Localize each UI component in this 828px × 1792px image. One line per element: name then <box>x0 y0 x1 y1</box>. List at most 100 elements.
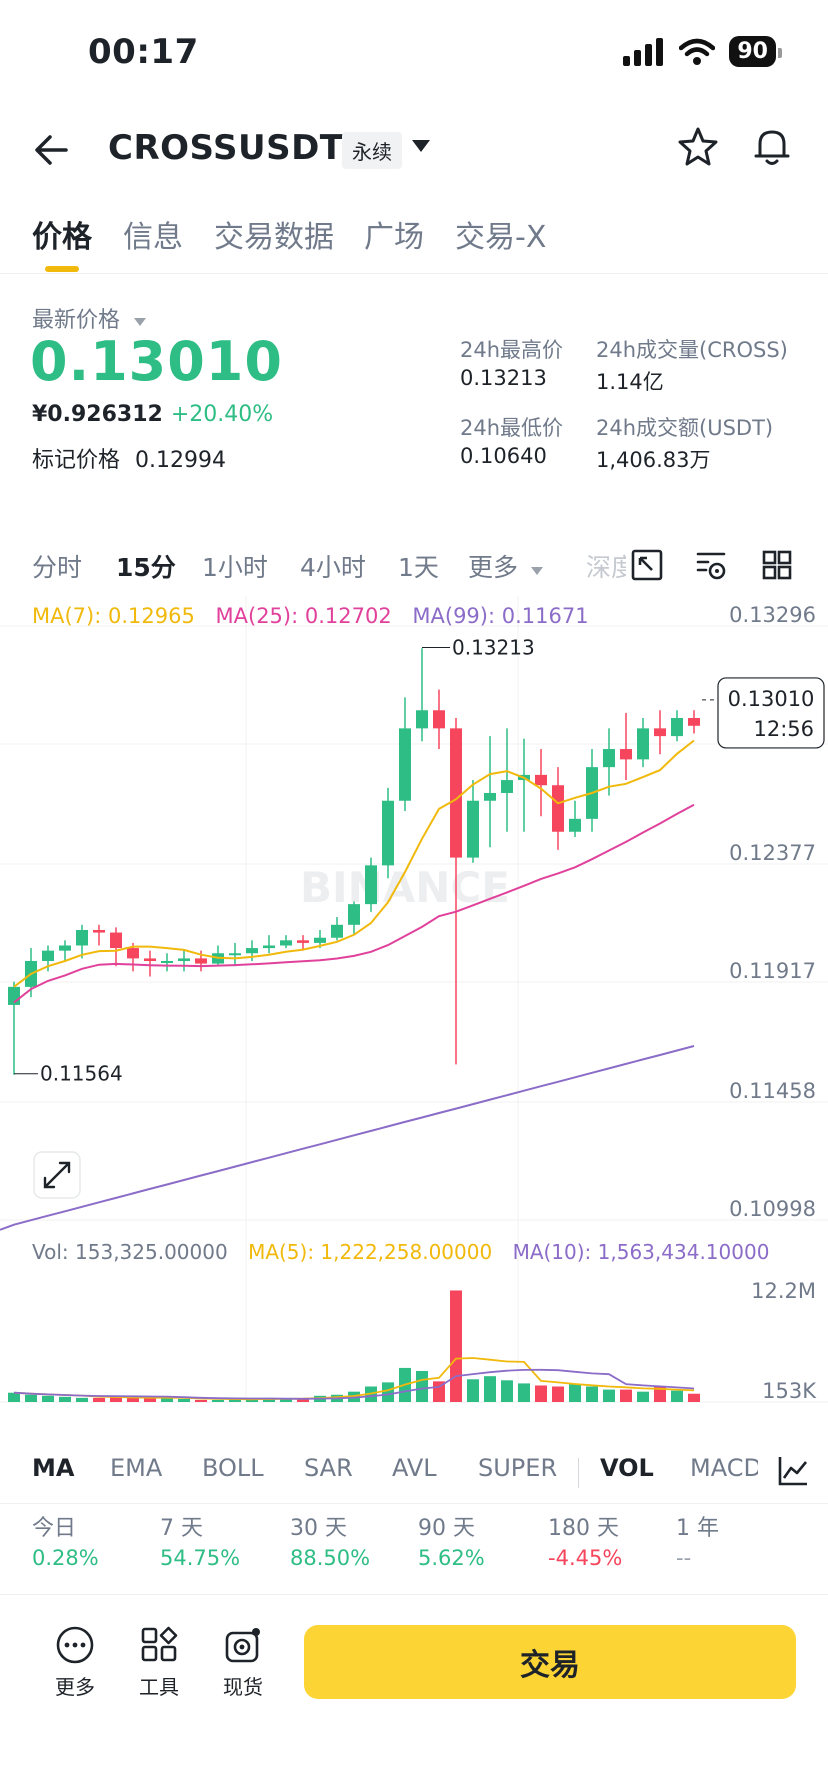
cny-price-line: ¥0.926312 +20.40% <box>32 402 273 427</box>
tab-price[interactable]: 价格 <box>32 220 92 255</box>
tab-trading-data[interactable]: 交易数据 <box>214 220 334 255</box>
volume-ma10-line <box>13 1368 695 1400</box>
interval-depth[interactable]: 深度 <box>586 553 626 582</box>
candle <box>484 736 496 848</box>
volume-tick-label: 153K <box>762 1379 817 1403</box>
candle-body <box>59 945 71 951</box>
tab-info[interactable]: 信息 <box>123 220 183 255</box>
stat-low-label: 24h最低价 <box>460 416 564 440</box>
stat-volume-label: 24h成交量(CROSS) <box>596 338 788 362</box>
last-price-label[interactable]: 最新价格 <box>32 302 147 334</box>
y-tick-label: 0.13296 <box>729 603 816 627</box>
candle-body <box>348 904 360 925</box>
candle <box>348 901 360 936</box>
perf-label: 7 天 <box>160 1516 203 1541</box>
bottom-action-bar: 更多 工具 现货 交易 <box>0 1594 828 1792</box>
candle-body <box>688 718 700 726</box>
volume-bar <box>654 1386 666 1402</box>
indicator-divider <box>578 1458 579 1488</box>
more-button[interactable]: 更多 <box>40 1625 110 1700</box>
candle <box>671 710 683 742</box>
volume-ma5-line <box>13 1357 695 1401</box>
candle <box>8 981 20 1075</box>
stat-low-value: 0.10640 <box>460 444 547 468</box>
indicator-sar[interactable]: SAR <box>304 1454 353 1482</box>
symbol-title[interactable]: CROSSUSDT <box>108 128 344 168</box>
volume-bar <box>688 1393 700 1402</box>
candle <box>603 728 615 796</box>
candle-body <box>467 800 479 858</box>
alert-bell-icon[interactable] <box>750 124 794 168</box>
volume-bar <box>178 1398 190 1402</box>
interval-more[interactable]: 更多 <box>468 548 544 584</box>
countdown-label: 12:56 <box>753 717 814 741</box>
candle-body <box>535 774 547 786</box>
candle <box>399 697 411 812</box>
perf-label: 90 天 <box>418 1516 475 1541</box>
y-tick-label: 0.11458 <box>729 1079 816 1103</box>
perf-value: 88.50% <box>290 1546 371 1570</box>
candle-body <box>450 728 462 858</box>
candle <box>144 950 156 977</box>
tab-square[interactable]: 广场 <box>364 220 424 255</box>
candle <box>416 648 428 742</box>
indicator-boll[interactable]: BOLL <box>202 1454 264 1482</box>
interval-1h[interactable]: 1小时 <box>202 553 268 582</box>
trade-button[interactable]: 交易 <box>304 1625 796 1699</box>
active-tab-indicator <box>45 266 79 272</box>
back-arrow-icon[interactable] <box>30 128 74 172</box>
symbol-dropdown-icon[interactable] <box>410 138 432 154</box>
volume-bar <box>229 1398 241 1402</box>
candle-body <box>620 749 632 760</box>
mark-price-line: 标记价格 0.12994 <box>32 442 226 474</box>
tools-button[interactable]: 工具 <box>124 1625 194 1700</box>
legend-vma10: MA(10): 1,563,434.10000 <box>512 1240 770 1264</box>
candle-body <box>654 728 666 737</box>
candle <box>382 787 394 879</box>
candle <box>280 935 292 949</box>
indicator-vol[interactable]: VOL <box>600 1454 654 1482</box>
stat-volume-value: 1.14亿 <box>596 370 664 394</box>
indicator-super[interactable]: SUPER <box>478 1454 558 1482</box>
fullscreen-button[interactable] <box>33 1151 81 1199</box>
candle-body <box>76 929 88 946</box>
candle <box>535 749 547 817</box>
volume-bar <box>76 1397 88 1402</box>
interval-15m[interactable]: 15分 <box>116 553 176 582</box>
ma99-line <box>0 1045 695 1231</box>
tab-trade-x[interactable]: 交易-X <box>455 220 547 255</box>
interval-4h[interactable]: 4小时 <box>300 553 366 582</box>
indicator-ema[interactable]: EMA <box>110 1454 163 1482</box>
header: CROSSUSDT 永续 <box>0 120 828 190</box>
legend-ma7: MA(7): 0.12965 <box>32 604 195 628</box>
volume-bar <box>144 1397 156 1402</box>
interval-1d[interactable]: 1天 <box>398 553 439 582</box>
candle <box>110 927 122 967</box>
interval-timeline[interactable]: 分时 <box>32 553 83 582</box>
stat-high-value: 0.13213 <box>460 366 547 390</box>
indicator-chart-icon[interactable] <box>776 1454 810 1488</box>
indicator-ma[interactable]: MA <box>32 1454 75 1482</box>
volume-bar <box>535 1385 547 1402</box>
perf-label: 今日 <box>32 1516 77 1541</box>
indicator-avl[interactable]: AVL <box>392 1454 437 1482</box>
volume-bar <box>569 1384 581 1402</box>
indicator-macd[interactable]: MACD <box>690 1454 758 1482</box>
expand-icon <box>43 1161 71 1189</box>
chart-settings-icon[interactable] <box>694 548 728 582</box>
volume-bar <box>382 1382 394 1402</box>
wifi-icon <box>679 38 716 65</box>
legend-vol: Vol: 153,325.00000 <box>32 1240 228 1264</box>
candlestick-chart[interactable]: BINANCE0.132960.128370.123770.119170.114… <box>0 596 828 1406</box>
perf-value: 0.28% <box>32 1546 99 1570</box>
favorite-star-icon[interactable] <box>676 124 720 168</box>
spot-button[interactable]: 现货 <box>208 1625 278 1700</box>
legend-vma5: MA(5): 1,222,258.00000 <box>248 1240 493 1264</box>
grid-layout-icon[interactable] <box>760 548 794 582</box>
stat-amount-label: 24h成交额(USDT) <box>596 416 774 440</box>
volume-bar <box>671 1390 683 1402</box>
volume-legend: Vol: 153,325.00000 MA(5): 1,222,258.0000… <box>32 1240 769 1264</box>
chart-resize-icon[interactable] <box>630 548 664 582</box>
candle-body <box>603 749 615 768</box>
battery-indicator: 90 <box>729 36 782 67</box>
